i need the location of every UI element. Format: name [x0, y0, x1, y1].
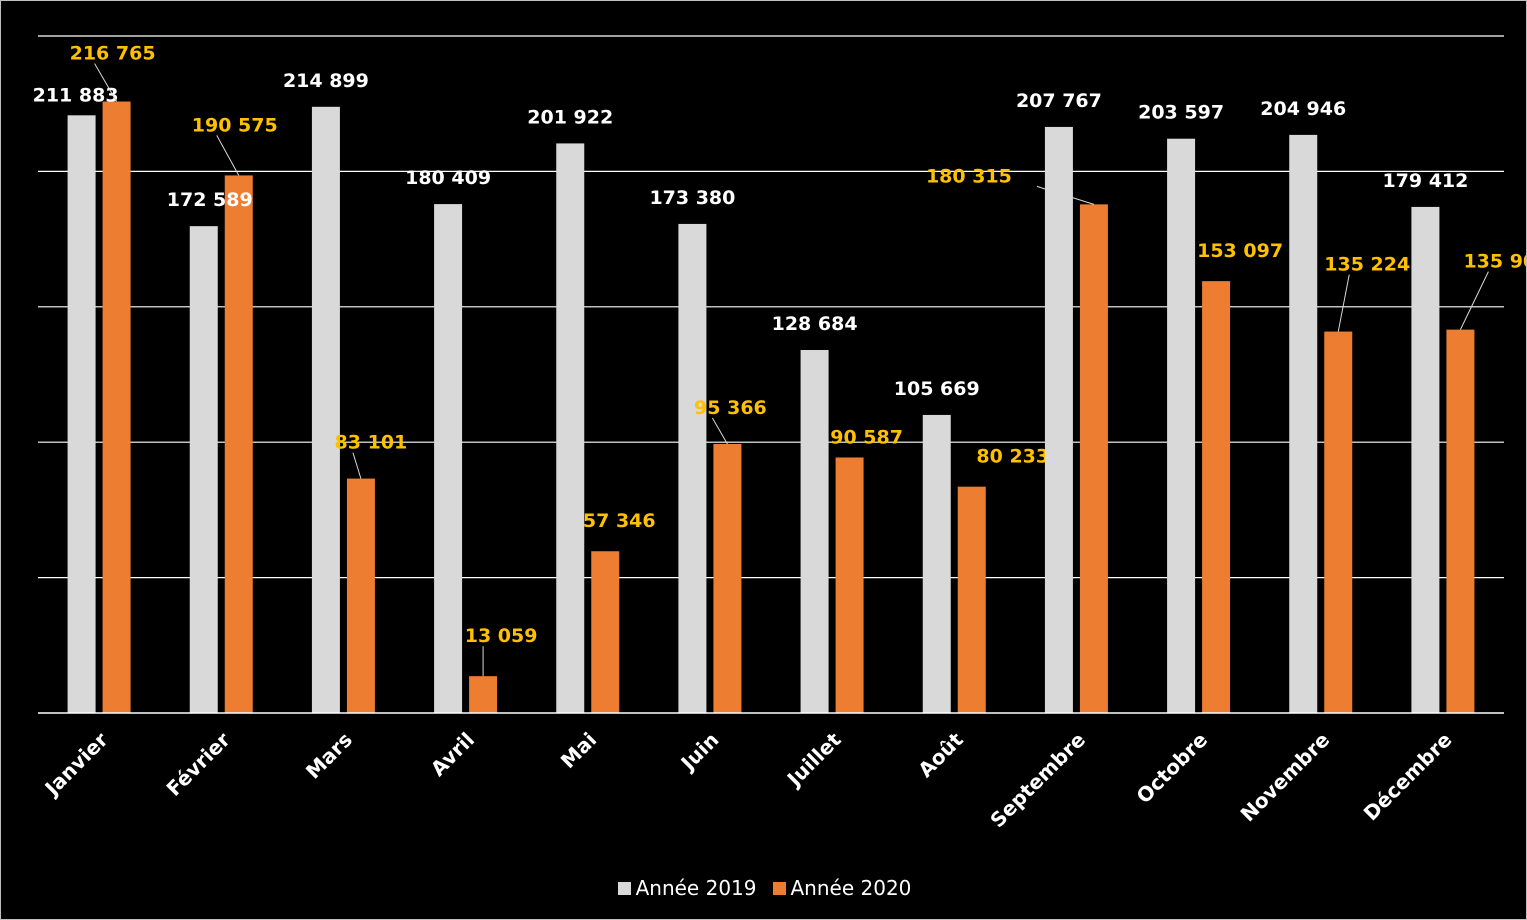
data-label-2019-4: 180 409 [405, 167, 491, 189]
bar-2019-6 [678, 223, 707, 713]
bar-2020-10 [1202, 281, 1231, 713]
bar-2019-9 [1044, 126, 1073, 713]
data-label-2020-6: 95 366 [694, 397, 767, 419]
bar-2019-4 [434, 204, 463, 713]
x-tick-label-9: Septembre [985, 728, 1090, 833]
x-tick-label-12: Décembre [1359, 728, 1457, 826]
data-label-2020-1: 216 765 [70, 43, 156, 65]
bar-2019-12 [1411, 206, 1440, 714]
bar-2020-5 [591, 551, 620, 713]
legend-item-2019: Année 2019 [617, 876, 757, 900]
x-tick-label-7: Juillet [781, 727, 846, 792]
bar-2020-4 [469, 676, 498, 713]
x-tick-label-10: Octobre [1132, 728, 1213, 809]
leader-line-2020-11 [1337, 274, 1350, 332]
data-label-2020-10: 153 097 [1197, 240, 1283, 262]
data-label-2020-2: 190 575 [192, 114, 278, 136]
legend-item-2020: Année 2020 [772, 876, 912, 900]
data-label-2019-9: 207 767 [1016, 90, 1102, 112]
x-tick-label-3: Mars [301, 728, 357, 784]
bar-2019-7 [800, 350, 829, 713]
bar-2020-9 [1079, 204, 1108, 713]
data-label-2019-6: 173 380 [649, 187, 735, 209]
bar-2019-8 [922, 414, 951, 713]
x-tick-label-5: Mai [556, 728, 601, 773]
bar-2019-5 [556, 143, 585, 714]
x-tick-label-11: Novembre [1236, 728, 1335, 827]
data-label-2020-8: 80 233 [976, 446, 1049, 468]
bar-2020-12 [1446, 329, 1475, 713]
data-label-2019-2: 172 589 [167, 189, 253, 211]
leader-line-2020-12 [1459, 271, 1489, 330]
x-tick-label-2: Février [162, 727, 235, 800]
data-label-2019-12: 179 412 [1382, 170, 1468, 192]
data-label-2020-3: 83 101 [335, 432, 408, 454]
data-label-2019-8: 105 669 [894, 378, 980, 400]
bar-2020-7 [835, 457, 864, 713]
x-tick-label-6: Juin [675, 728, 724, 777]
leader-line-2020-2 [216, 135, 240, 176]
bar-2020-2 [224, 175, 253, 714]
data-label-2020-7: 90 587 [830, 426, 903, 448]
bar-2020-3 [346, 478, 375, 713]
data-label-2020-4: 13 059 [465, 625, 538, 647]
data-label-2020-5: 57 346 [583, 510, 656, 532]
data-label-2019-7: 128 684 [772, 313, 858, 335]
bar-2019-2 [189, 226, 218, 713]
data-label-2019-10: 203 597 [1138, 102, 1224, 124]
bar-2020-6 [713, 443, 742, 713]
legend-label-2020: Année 2020 [790, 876, 912, 900]
data-label-2019-1: 211 883 [33, 84, 119, 106]
legend-swatch-2020 [772, 881, 786, 895]
x-tick-label-1: Janvier [39, 727, 113, 801]
legend-label-2019: Année 2019 [635, 876, 757, 900]
data-label-2020-12: 135 909 [1463, 251, 1526, 273]
bar-2019-11 [1289, 134, 1318, 714]
x-tick-label-4: Avril [426, 728, 479, 781]
leader-line-2020-9 [1036, 185, 1095, 205]
data-label-2020-9: 180 315 [926, 165, 1012, 187]
leader-line-2020-6 [711, 417, 728, 445]
x-tick-label-8: Août [913, 727, 968, 782]
leader-line-2020-1 [94, 63, 118, 102]
data-label-2019-5: 201 922 [527, 106, 613, 128]
legend-swatch-2019 [617, 881, 631, 895]
data-label-2020-11: 135 224 [1324, 254, 1410, 276]
bar-2019-1 [67, 115, 96, 714]
bar-2020-1 [102, 101, 131, 714]
legend: Année 2019 Année 2020 [1, 873, 1526, 903]
data-label-2019-11: 204 946 [1260, 98, 1346, 120]
bar-2019-10 [1167, 138, 1196, 714]
bar-2020-8 [957, 486, 986, 713]
leader-line-2020-3 [352, 452, 362, 479]
data-label-2019-3: 214 899 [283, 70, 369, 92]
bar-2019-3 [311, 106, 340, 714]
bar-2020-11 [1324, 331, 1353, 713]
